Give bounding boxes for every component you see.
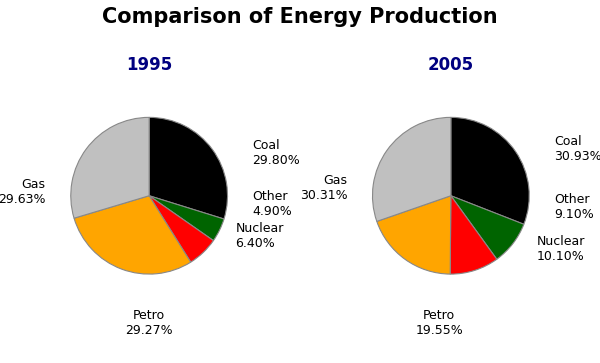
Text: Nuclear
6.40%: Nuclear 6.40% xyxy=(235,223,284,250)
Text: Nuclear
10.10%: Nuclear 10.10% xyxy=(537,235,586,263)
Text: Other
4.90%: Other 4.90% xyxy=(253,189,292,217)
Text: Gas
30.31%: Gas 30.31% xyxy=(300,174,347,202)
Wedge shape xyxy=(74,196,191,274)
Text: Coal
30.93%: Coal 30.93% xyxy=(554,135,600,163)
Wedge shape xyxy=(149,117,227,219)
Wedge shape xyxy=(373,117,451,221)
Text: Petro
29.27%: Petro 29.27% xyxy=(125,309,173,337)
Title: 1995: 1995 xyxy=(126,56,172,74)
Text: Petro
19.55%: Petro 19.55% xyxy=(415,309,463,337)
Wedge shape xyxy=(149,196,214,262)
Wedge shape xyxy=(451,196,524,259)
Wedge shape xyxy=(450,196,497,274)
Wedge shape xyxy=(71,117,149,218)
Wedge shape xyxy=(451,117,529,224)
Title: 2005: 2005 xyxy=(428,56,474,74)
Text: Coal
29.80%: Coal 29.80% xyxy=(253,139,301,167)
Wedge shape xyxy=(149,196,224,241)
Text: Gas
29.63%: Gas 29.63% xyxy=(0,178,46,206)
Wedge shape xyxy=(377,196,451,274)
Text: Comparison of Energy Production: Comparison of Energy Production xyxy=(102,7,498,27)
Text: Other
9.10%: Other 9.10% xyxy=(554,193,594,221)
